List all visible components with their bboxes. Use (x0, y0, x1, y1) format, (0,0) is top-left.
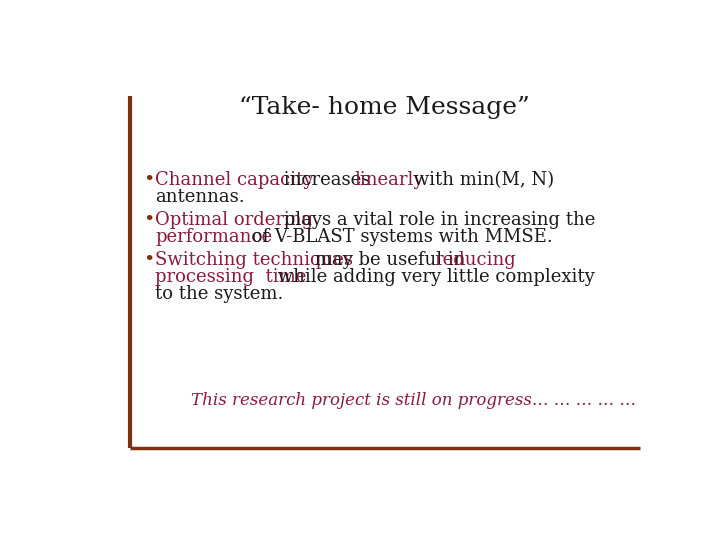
Text: plays a vital role in increasing the: plays a vital role in increasing the (278, 211, 595, 229)
Text: This research project is still on progress… … … … …: This research project is still on progre… (191, 392, 636, 409)
Text: antennas.: antennas. (155, 188, 245, 206)
Text: while adding very little complexity: while adding very little complexity (272, 268, 595, 286)
Text: reducing: reducing (434, 251, 516, 269)
Text: to the system.: to the system. (155, 285, 284, 303)
Text: may be useful in: may be useful in (309, 251, 471, 269)
Text: “Take- home Message”: “Take- home Message” (239, 96, 530, 119)
Text: increases: increases (278, 171, 376, 189)
Text: Optimal ordering: Optimal ordering (155, 211, 313, 229)
Text: performance: performance (155, 228, 272, 246)
Text: of V-BLAST systems with MMSE.: of V-BLAST systems with MMSE. (246, 228, 553, 246)
Text: processing  time: processing time (155, 268, 307, 286)
Text: with min(M, N): with min(M, N) (408, 171, 554, 189)
Text: Channel capacity: Channel capacity (155, 171, 314, 189)
Text: •: • (143, 171, 154, 189)
Text: linearly: linearly (354, 171, 423, 189)
Text: Switching techniques: Switching techniques (155, 251, 353, 269)
Text: •: • (143, 211, 154, 229)
Text: •: • (143, 251, 154, 269)
